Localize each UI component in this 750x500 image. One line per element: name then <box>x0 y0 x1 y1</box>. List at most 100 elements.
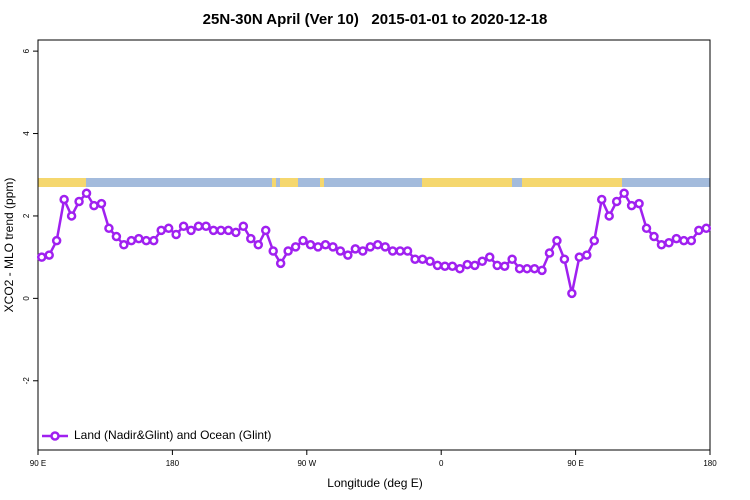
point <box>447 261 458 271</box>
point <box>522 263 532 274</box>
point <box>664 237 674 248</box>
point <box>193 221 204 232</box>
x-tick-label: 90 E <box>567 459 583 468</box>
y-tick-label: 6 <box>22 48 31 53</box>
point <box>529 263 540 274</box>
point <box>358 246 368 256</box>
point <box>544 248 555 258</box>
point <box>66 211 77 221</box>
y-axis-label: XCO2 - MLO trend (ppm) <box>2 178 16 313</box>
point <box>141 235 152 246</box>
point <box>455 263 465 274</box>
point <box>320 240 331 250</box>
legend-marker <box>50 431 60 441</box>
point <box>178 221 189 232</box>
x-tick-label: 90 W <box>297 459 316 468</box>
point <box>634 198 644 209</box>
point <box>268 246 278 256</box>
point <box>552 235 562 246</box>
point <box>604 211 614 221</box>
point <box>567 288 577 299</box>
point <box>679 235 689 246</box>
point <box>686 235 697 246</box>
point <box>410 254 420 264</box>
point <box>582 250 592 260</box>
point <box>305 240 316 250</box>
point <box>432 260 443 271</box>
land-ocean-band <box>38 178 710 187</box>
point <box>290 242 301 252</box>
point <box>126 235 137 246</box>
point <box>574 252 585 262</box>
point <box>462 259 473 270</box>
point <box>231 227 241 238</box>
point <box>589 235 600 246</box>
point <box>537 265 547 276</box>
point <box>216 225 226 236</box>
point <box>514 263 525 274</box>
point <box>81 188 92 199</box>
point <box>238 221 249 232</box>
point <box>59 194 69 205</box>
point <box>119 240 129 250</box>
point <box>492 260 502 271</box>
point <box>365 242 376 252</box>
point <box>626 200 637 211</box>
point <box>275 258 286 269</box>
point <box>208 225 219 236</box>
land-strip <box>320 178 324 187</box>
x-tick-label: 180 <box>166 459 180 468</box>
point <box>253 240 264 250</box>
point <box>387 246 398 256</box>
point <box>641 223 652 234</box>
point <box>611 196 622 207</box>
point <box>148 235 159 246</box>
land-strip <box>522 178 622 187</box>
point <box>44 250 54 260</box>
point <box>171 229 181 240</box>
point <box>484 252 495 262</box>
y-tick-label: -2 <box>22 377 31 385</box>
point <box>156 225 166 236</box>
point <box>89 200 99 211</box>
point <box>246 233 256 244</box>
point <box>163 223 174 234</box>
point <box>283 246 293 256</box>
point <box>36 252 47 262</box>
point <box>440 261 450 271</box>
point <box>223 225 234 236</box>
point <box>470 260 480 271</box>
land-strip <box>272 178 276 187</box>
point <box>313 242 323 252</box>
point <box>96 198 107 209</box>
point <box>507 254 517 264</box>
y-tick-label: 4 <box>22 131 31 136</box>
point <box>104 223 114 234</box>
y-tick-label: 2 <box>22 213 31 218</box>
point <box>201 221 211 232</box>
legend-label: Land (Nadir&Glint) and Ocean (Glint) <box>74 428 271 442</box>
x-axis-label: Longitude (deg E) <box>327 476 422 490</box>
x-tick-label: 180 <box>703 459 717 468</box>
point <box>671 233 682 244</box>
point <box>372 240 383 250</box>
x-tick-label: 0 <box>439 459 444 468</box>
chart-title: 25N-30N April (Ver 10) 2015-01-01 to 202… <box>203 11 548 28</box>
point <box>380 242 390 252</box>
y-tick-label: 0 <box>22 296 31 301</box>
point <box>111 231 122 242</box>
point <box>694 225 704 236</box>
point <box>335 246 346 256</box>
point <box>477 256 488 267</box>
ocean-strip <box>38 178 710 187</box>
point <box>51 235 62 246</box>
point <box>596 194 607 205</box>
point <box>328 242 338 252</box>
point <box>350 244 361 254</box>
land-strip <box>280 178 298 187</box>
point <box>619 188 629 199</box>
x-tick-label: 90 E <box>30 459 46 468</box>
point <box>499 261 510 271</box>
point <box>74 196 84 207</box>
